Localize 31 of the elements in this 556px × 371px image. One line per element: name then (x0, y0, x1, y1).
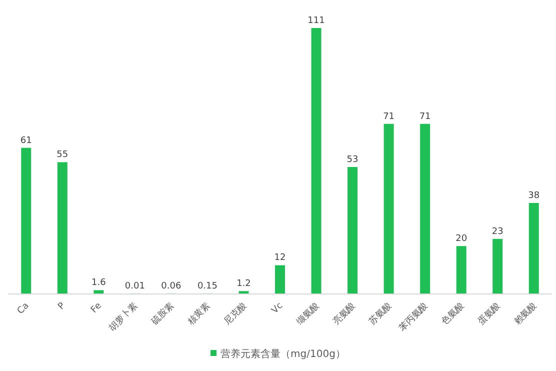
data-label: 55 (56, 150, 68, 160)
x-tick-label: 蛋氨酸 (476, 300, 503, 328)
x-tick-label: 色氨酸 (440, 300, 466, 328)
x-tick-label: Vc (270, 301, 286, 316)
x-tick-label: Ca (16, 301, 32, 316)
data-label: 12 (274, 253, 286, 264)
x-tick-label: 核黄素 (185, 300, 213, 328)
legend-label: 营养元素含量（mg/100g） (220, 348, 346, 360)
data-label: 1.6 (92, 278, 106, 288)
data-label: 61 (20, 136, 32, 146)
data-label: 0.01 (124, 281, 145, 292)
x-tick-label: 亮氨酸 (330, 300, 358, 328)
x-tick-label: P (56, 300, 68, 312)
data-label: 71 (383, 112, 395, 122)
x-tick-label: 苯丙氨酸 (396, 300, 430, 334)
x-tick-label: 赖氨酸 (512, 300, 539, 328)
data-label: 111 (308, 16, 325, 26)
x-tick-label: 苏氨酸 (367, 300, 394, 328)
data-label: 38 (528, 190, 540, 201)
data-label: 0.06 (161, 281, 182, 292)
data-label: 0.15 (197, 281, 218, 292)
data-label: 53 (346, 154, 358, 165)
x-tick-label: 缬氨酸 (294, 300, 322, 328)
data-label: 20 (456, 234, 468, 244)
data-label: 71 (419, 112, 431, 122)
x-tick-label: Fe (89, 300, 104, 316)
data-label: 1.2 (236, 279, 251, 290)
x-tick-label: 硫胺素 (149, 300, 176, 328)
x-tick-label: 胡萝卜素 (106, 300, 140, 334)
data-label: 23 (492, 226, 504, 237)
x-tick-label: 尼克酸 (222, 300, 249, 328)
